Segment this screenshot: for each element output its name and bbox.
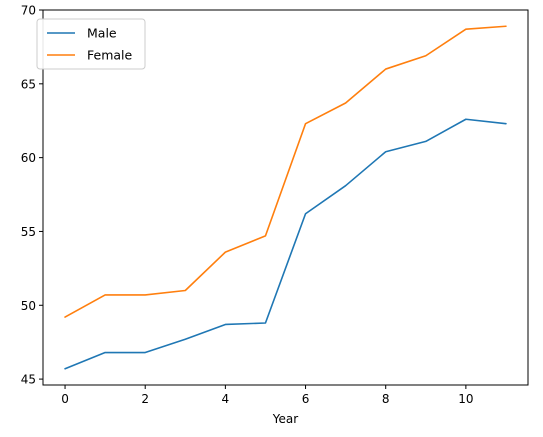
legend-label-female: Female bbox=[87, 48, 133, 63]
y-tick-label: 45 bbox=[21, 373, 36, 387]
x-tick-label: 10 bbox=[458, 392, 473, 406]
series-line-female bbox=[65, 26, 506, 317]
x-tick-label: 2 bbox=[141, 392, 149, 406]
y-tick-label: 65 bbox=[21, 77, 36, 91]
legend: Male Female bbox=[37, 19, 145, 69]
plot-lines bbox=[65, 26, 506, 369]
y-tick-label: 50 bbox=[21, 299, 36, 313]
y-tick-label: 60 bbox=[21, 151, 36, 165]
x-tick-label: 6 bbox=[302, 392, 310, 406]
x-axis-ticks: 0 2 4 6 8 10 bbox=[61, 385, 473, 406]
y-tick-label: 70 bbox=[21, 4, 36, 18]
x-axis-label: Year bbox=[272, 412, 298, 426]
x-tick-label: 8 bbox=[382, 392, 390, 406]
legend-label-male: Male bbox=[87, 26, 117, 41]
y-tick-label: 55 bbox=[21, 225, 36, 239]
x-tick-label: 0 bbox=[61, 392, 69, 406]
series-line-male bbox=[65, 119, 506, 369]
x-tick-label: 4 bbox=[222, 392, 230, 406]
